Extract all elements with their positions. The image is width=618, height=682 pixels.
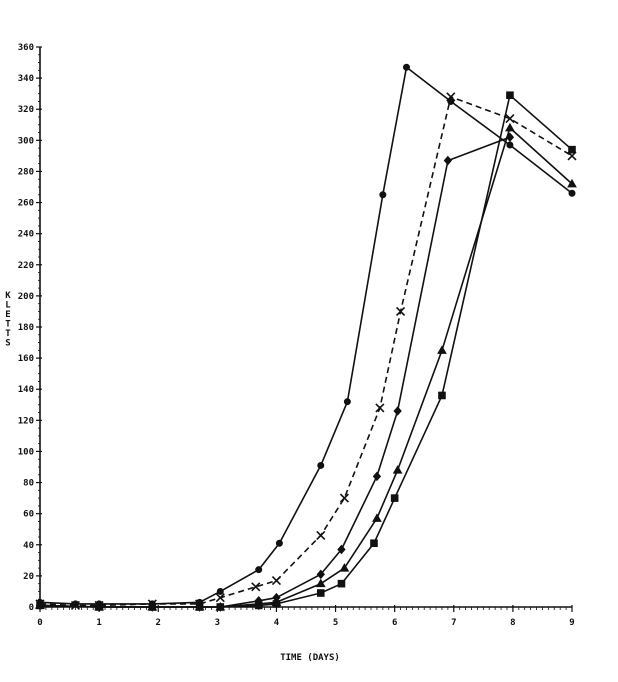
data-point	[254, 601, 263, 610]
x-mark-stroke	[215, 593, 225, 603]
data-point	[370, 539, 378, 548]
y-tick-label: 60	[23, 510, 34, 520]
x-tick-label: 7	[451, 618, 456, 628]
data-point	[393, 406, 402, 416]
data-point	[372, 471, 382, 482]
data-point	[379, 191, 387, 199]
y-tick-label: 300	[18, 136, 34, 146]
data-point	[317, 461, 325, 469]
x-mark-stroke	[396, 306, 406, 317]
y-tick-label: 160	[18, 354, 34, 364]
y-tick-label: 360	[18, 43, 34, 53]
x-tick-label: 6	[392, 618, 397, 628]
x-mark-stroke	[70, 600, 81, 611]
series-line	[39, 66, 573, 605]
series-4	[35, 122, 577, 611]
data-point	[506, 91, 514, 100]
data-point	[567, 178, 577, 188]
y-tick-label: 80	[23, 479, 34, 489]
data-point	[215, 593, 225, 603]
data-point	[339, 493, 349, 503]
x-tick-label: 8	[510, 618, 515, 628]
y-tick-label: 220	[18, 261, 34, 271]
data-point	[70, 600, 81, 611]
data-point	[443, 155, 453, 166]
data-point	[343, 398, 351, 406]
series-2	[35, 92, 577, 611]
series-1	[36, 63, 576, 608]
x-mark-stroke	[251, 582, 261, 592]
y-tick-label: 140	[18, 385, 34, 395]
data-point	[568, 145, 576, 154]
x-axis-title: TIME (DAYS)	[280, 653, 340, 663]
x-tick-label: 9	[569, 618, 574, 628]
data-point	[216, 603, 225, 611]
data-point	[275, 539, 283, 547]
series-line	[39, 136, 511, 608]
y-tick-label: 180	[18, 323, 34, 333]
data-point	[251, 582, 261, 592]
y-tick-label: 200	[18, 292, 34, 302]
data-point	[396, 306, 406, 317]
y-tick-label: 320	[18, 105, 34, 115]
x-mark-stroke	[505, 113, 515, 124]
data-point	[390, 494, 399, 502]
data-point	[271, 575, 282, 586]
data-point	[337, 579, 346, 588]
x-tick-label: 3	[215, 618, 220, 628]
data-point	[195, 603, 204, 611]
data-point	[315, 578, 326, 588]
series-5	[36, 91, 576, 611]
data-point	[255, 566, 263, 574]
data-point	[339, 563, 350, 572]
data-point	[437, 345, 447, 354]
x-mark-stroke	[271, 575, 282, 586]
data-point	[36, 601, 44, 610]
y-tick-label: 340	[18, 74, 34, 84]
x-tick-label: 4	[274, 618, 280, 628]
x-tick-label: 1	[96, 618, 101, 628]
x-tick-label: 5	[333, 618, 338, 628]
data-point	[216, 587, 224, 595]
x-mark-stroke	[316, 530, 326, 541]
data-point	[402, 63, 410, 71]
x-mark-stroke	[446, 92, 456, 102]
data-point	[316, 569, 325, 580]
y-tick-label: 20	[23, 572, 34, 582]
data-point	[392, 465, 403, 474]
data-point	[95, 603, 103, 611]
data-point	[337, 544, 346, 555]
series-line	[39, 94, 573, 608]
x-tick-label: 2	[156, 618, 161, 628]
y-tick-label: 0	[29, 603, 34, 613]
series-3	[35, 132, 515, 612]
x-mark-stroke	[339, 493, 349, 503]
plot-area	[35, 63, 577, 612]
data-point	[506, 141, 514, 149]
series-line	[39, 127, 573, 608]
data-point	[272, 600, 281, 608]
data-point	[505, 113, 515, 124]
data-point	[316, 589, 325, 597]
y-tick-label: 120	[18, 416, 34, 426]
data-point	[568, 189, 576, 197]
data-point	[505, 122, 515, 132]
data-point	[148, 603, 157, 611]
y-tick-label: 40	[23, 541, 34, 551]
y-tick-label: 260	[18, 199, 34, 209]
y-tick-label: 280	[18, 167, 34, 177]
y-tick-label: 240	[18, 230, 34, 240]
x-mark-stroke	[375, 403, 385, 413]
data-point	[375, 403, 385, 413]
data-point	[316, 530, 326, 541]
axes: 0204060801001201401601802002202402602803…	[18, 43, 575, 628]
x-tick-label: 0	[37, 618, 42, 628]
data-point	[438, 391, 446, 400]
y-tick-label: 100	[18, 447, 34, 457]
data-point	[372, 513, 382, 522]
data-point	[446, 92, 456, 102]
